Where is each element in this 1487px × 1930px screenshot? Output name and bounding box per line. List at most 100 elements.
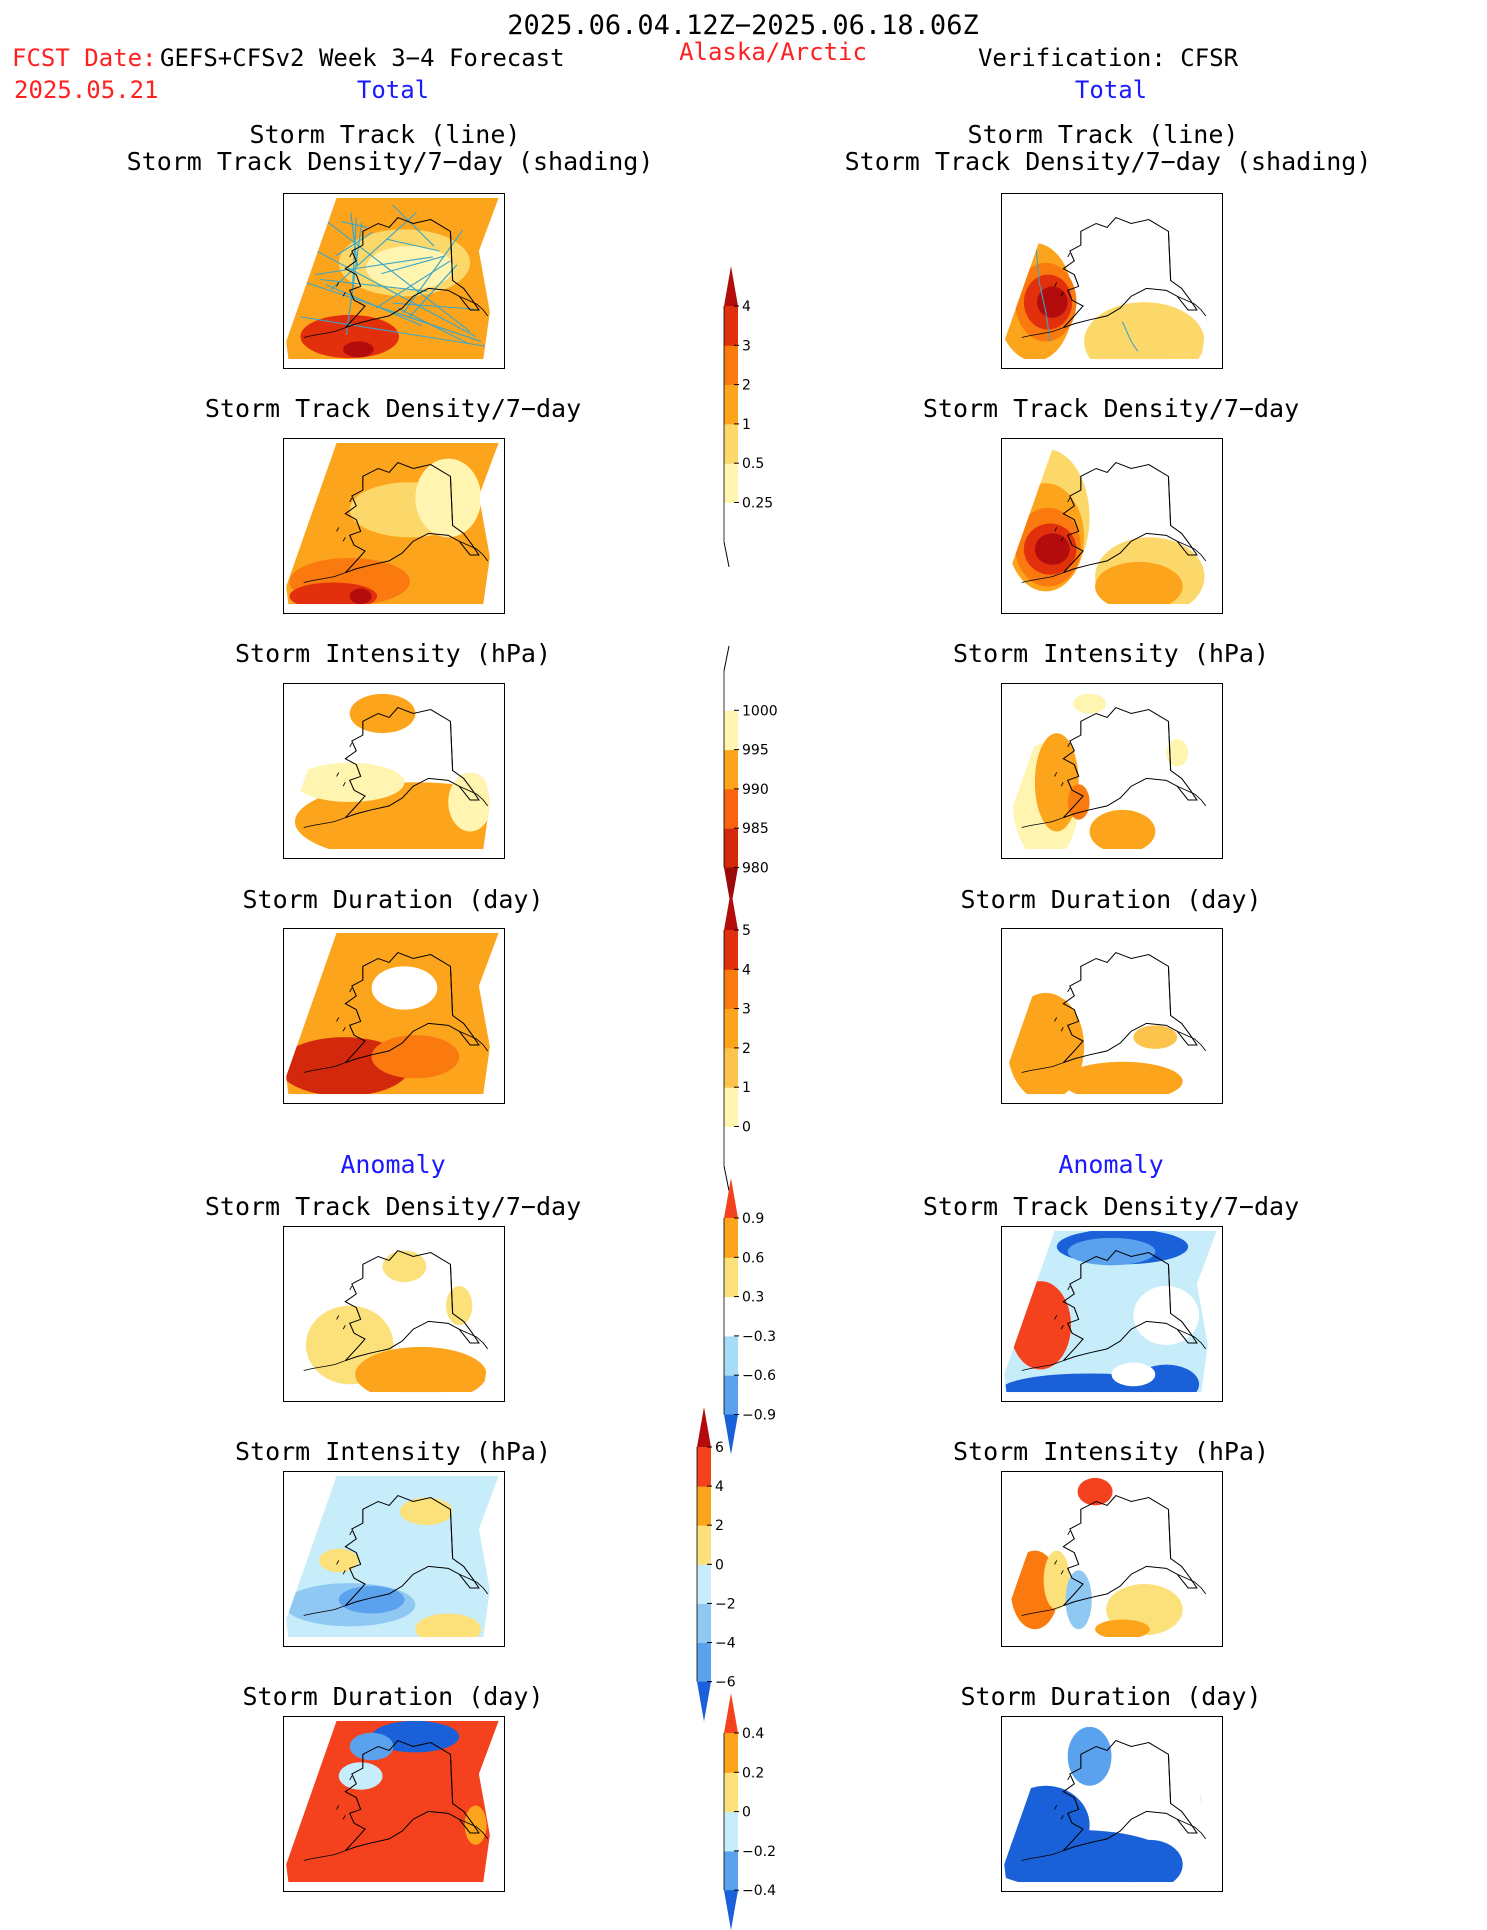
- vf-adensity-shading-area: [1133, 1285, 1200, 1345]
- fc-density-shading-area: [415, 458, 482, 538]
- fc-aduration-panhandle: [459, 1818, 489, 1840]
- fc-aduration-islands: [336, 1775, 353, 1820]
- fc-intensity-coastline: [344, 706, 480, 819]
- fc-adensity-aleutians: [303, 1360, 346, 1371]
- vf-intensity-map-svg: [1004, 687, 1217, 850]
- intensity_total-block: [724, 788, 738, 829]
- left-track-line-title: Storm Track (line): [249, 120, 521, 149]
- intensity_anom-tick-label: 0: [715, 1557, 724, 1573]
- duration_anom-block: [724, 1733, 738, 1773]
- intensity_total-svg: 980 985 990 995 1000: [723, 645, 778, 908]
- intensity_total-tick-label: 985: [742, 821, 769, 837]
- map-forecast-anom-duration: [283, 1716, 505, 1892]
- right-track-line-title: Storm Track (line): [967, 120, 1239, 149]
- vf-aduration-map-svg: [1004, 1720, 1217, 1883]
- vf-density-panhandle: [1177, 540, 1207, 562]
- fcst-date-label: FCST Date:: [12, 44, 157, 72]
- intensity_anom-tick-label: −6: [715, 1675, 736, 1691]
- fc-aduration-shading-area: [349, 1732, 394, 1761]
- vf-intensity-shading-area: [1166, 739, 1189, 767]
- vf-intensity-shading-area: [1067, 784, 1090, 820]
- duration_anom-block: [724, 1811, 738, 1852]
- duration_anom-block: [724, 1850, 738, 1891]
- right-anom-intensity-title: Storm Intensity (hPa): [952, 1437, 1270, 1466]
- duration_anom-tick-label: −0.2: [742, 1844, 776, 1860]
- fc-aduration-shading-area: [371, 1720, 460, 1753]
- vf-adensity-islands: [1054, 1285, 1071, 1330]
- fc-density-panhandle: [459, 540, 489, 562]
- vf-adensity-coastline: [1062, 1249, 1198, 1362]
- vf-aduration-border: [1168, 1754, 1172, 1804]
- fcst-date-value: 2025.05.21: [14, 76, 159, 104]
- duration_anom-tick-label: 0: [742, 1805, 751, 1821]
- vf-adensity-border: [1168, 1264, 1172, 1314]
- vf-track-coastline: [1062, 216, 1198, 329]
- density_total-tick-label: 0.25: [742, 496, 773, 512]
- vf-aintensity-shading-area: [1043, 1550, 1070, 1610]
- vf-track-map-svg: [1004, 197, 1217, 360]
- fc-intensity-shading-area: [349, 693, 416, 734]
- fc-density-coastline: [344, 461, 480, 574]
- vf-intensity-shading-area: [1089, 809, 1156, 850]
- duration_total-tick-label: 2: [742, 1041, 751, 1057]
- map-forecast-anom-density: [283, 1226, 505, 1402]
- vf-aintensity-border: [1168, 1509, 1172, 1559]
- fc-aintensity-islands: [336, 1530, 353, 1575]
- vf-aintensity-map-svg: [1004, 1475, 1217, 1638]
- density_total-tick-label: 3: [742, 338, 751, 354]
- fc-track-track-line: [397, 307, 469, 344]
- vf-aduration-shading-area: [1200, 1785, 1209, 1806]
- colorbar-density-anom: −0.9 −0.6 −0.3 0.3 0.6 0.9: [722, 1178, 802, 1455]
- fc-adensity-map-svg: [286, 1230, 499, 1393]
- density_anom-block: [724, 1296, 738, 1337]
- fc-duration-shading-area: [371, 1035, 460, 1079]
- density_anom-tick-label: −0.9: [742, 1408, 776, 1424]
- vf-adensity-panhandle: [1177, 1328, 1207, 1350]
- vf-aduration-shading-area: [1116, 1839, 1183, 1883]
- vf-aduration-shading-area: [1067, 1726, 1112, 1786]
- fc-density-border: [450, 476, 454, 526]
- density_total-block: [724, 306, 738, 346]
- fc-track-track-line: [408, 264, 458, 319]
- right-total-label: Total: [1074, 76, 1148, 104]
- colorbar-intensity-anom: −6 −4 −2 0 2 4 6: [695, 1407, 775, 1722]
- vf-aduration-panhandle: [1177, 1818, 1207, 1840]
- fc-track-coastline: [344, 216, 480, 329]
- density_anom-svg: −0.9 −0.6 −0.3 0.3 0.6 0.9: [723, 1178, 776, 1455]
- fc-duration-panhandle: [459, 1030, 489, 1052]
- vf-track-shading-area: [1037, 286, 1068, 318]
- vf-intensity-islands: [1054, 742, 1071, 787]
- vf-density-map-svg: [1004, 442, 1217, 605]
- density_total-tick-label: 0.5: [742, 456, 764, 472]
- fc-adensity-panhandle: [459, 1328, 489, 1350]
- fc-duration-map-svg: [286, 932, 499, 1095]
- vf-adensity-shading-area: [1111, 1362, 1156, 1387]
- vf-aintensity-panhandle: [1177, 1573, 1207, 1595]
- left-anom-duration-title: Storm Duration (day): [242, 1682, 544, 1711]
- left-density-title: Storm Track Density/7−day: [204, 394, 582, 423]
- right-anom-density-title: Storm Track Density/7−day: [922, 1192, 1300, 1221]
- vf-track-panhandle: [1177, 295, 1207, 317]
- map-verif-track: [1001, 193, 1223, 369]
- vf-track-aleutians: [1021, 327, 1064, 338]
- right-track-shading-title: Storm Track Density/7−day (shading): [844, 147, 1372, 176]
- density_total-tail-bottom: [723, 541, 730, 567]
- map-verif-anom-duration: [1001, 1716, 1223, 1892]
- density_total-tick-label: 4: [742, 299, 751, 315]
- vf-aintensity-shading-area: [1200, 1532, 1209, 1553]
- map-forecast-duration: [283, 928, 505, 1104]
- vf-density-border: [1168, 476, 1172, 526]
- intensity_anom-block: [697, 1603, 711, 1643]
- duration_total-arrow-up: [724, 890, 738, 930]
- right-density-title: Storm Track Density/7−day: [922, 394, 1300, 423]
- fc-duration-border: [450, 966, 454, 1016]
- vf-adensity-map-svg: [1004, 1230, 1217, 1393]
- intensity_total-tick-label: 995: [742, 743, 769, 759]
- vf-duration-aleutians: [1021, 1062, 1064, 1073]
- fc-track-track-line: [350, 212, 358, 266]
- fc-track-map-svg: [286, 197, 499, 360]
- left-anom-intensity-title: Storm Intensity (hPa): [234, 1437, 552, 1466]
- vf-duration-shading-area: [1007, 992, 1085, 1095]
- fc-adensity-border: [450, 1264, 454, 1314]
- fc-track-track-line: [386, 238, 440, 252]
